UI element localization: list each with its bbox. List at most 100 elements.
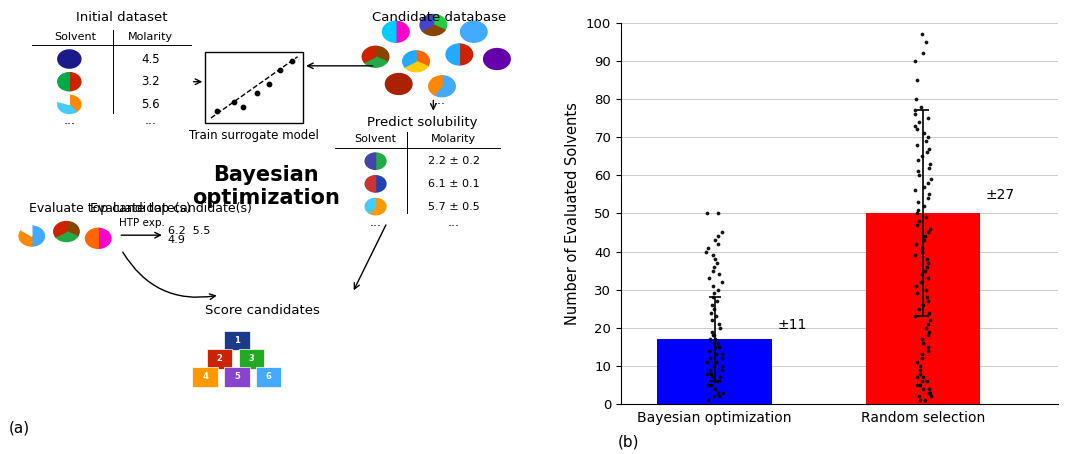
Point [914, 336, 931, 343]
Point [919, 347, 936, 354]
Point [908, 76, 926, 84]
Wedge shape [459, 44, 473, 65]
Point [711, 271, 728, 278]
Text: ...: ... [369, 216, 381, 229]
Point [912, 366, 929, 373]
Point [907, 282, 924, 290]
Point [705, 340, 723, 347]
Point [919, 343, 936, 350]
Point [283, 58, 300, 65]
Text: 2.2 ± 0.2: 2.2 ± 0.2 [428, 156, 480, 166]
Point [704, 374, 721, 381]
Wedge shape [58, 102, 76, 114]
Wedge shape [434, 76, 456, 97]
Text: 4.9: 4.9 [167, 235, 186, 245]
Point [919, 275, 936, 282]
Point [912, 381, 929, 389]
Point [713, 362, 730, 370]
Text: ±27: ±27 [986, 188, 1014, 202]
Wedge shape [85, 228, 98, 248]
Point [906, 107, 923, 114]
Point [909, 206, 927, 213]
Bar [658, 339, 772, 404]
Point [908, 381, 926, 389]
Point [912, 362, 929, 370]
Point [699, 397, 716, 404]
Wedge shape [416, 51, 430, 66]
Point [917, 137, 934, 144]
Wedge shape [484, 49, 510, 69]
Point [705, 305, 723, 312]
Text: ±11: ±11 [778, 318, 807, 331]
Wedge shape [69, 95, 81, 112]
Text: 1: 1 [234, 336, 240, 345]
Point [920, 229, 937, 236]
Point [271, 67, 288, 74]
Point [711, 393, 728, 400]
Point [714, 389, 731, 396]
Point [921, 328, 939, 335]
Point [906, 57, 923, 64]
Point [907, 240, 924, 247]
Text: Molarity: Molarity [127, 32, 173, 42]
Point [706, 385, 724, 392]
Point [908, 210, 926, 217]
Wedge shape [31, 226, 44, 246]
Point [714, 355, 731, 362]
Wedge shape [395, 21, 409, 42]
Point [713, 351, 730, 358]
Wedge shape [403, 51, 416, 67]
Point [908, 359, 926, 366]
Point [699, 381, 716, 389]
Point [705, 263, 723, 271]
Point [706, 256, 724, 263]
Point [920, 164, 937, 171]
Point [704, 294, 721, 301]
Text: Candidate database: Candidate database [372, 11, 507, 25]
FancyBboxPatch shape [239, 349, 264, 369]
FancyBboxPatch shape [207, 349, 232, 369]
Wedge shape [56, 232, 78, 242]
Point [922, 175, 940, 183]
Point [920, 385, 937, 392]
Point [704, 332, 721, 339]
Point [710, 389, 727, 396]
Wedge shape [446, 44, 459, 65]
Point [912, 397, 929, 404]
Point [908, 221, 926, 228]
Point [707, 351, 725, 358]
Point [704, 252, 721, 259]
Point [703, 316, 720, 324]
Point [914, 153, 931, 160]
Point [914, 301, 931, 309]
Point [922, 393, 940, 400]
Point [920, 145, 937, 152]
Point [915, 49, 932, 57]
Point [918, 294, 935, 301]
Point [906, 187, 923, 194]
Point [705, 332, 723, 339]
Point [701, 366, 718, 373]
Point [704, 301, 721, 309]
Point [914, 378, 931, 385]
Point [918, 263, 935, 271]
Point [916, 202, 933, 209]
Point [712, 324, 729, 331]
Wedge shape [69, 73, 81, 91]
Wedge shape [54, 222, 67, 237]
Wedge shape [376, 176, 386, 192]
Point [920, 389, 937, 396]
Wedge shape [364, 57, 388, 67]
Text: Molarity: Molarity [431, 134, 476, 144]
Point [921, 225, 939, 232]
Point [705, 362, 723, 370]
Point [914, 30, 931, 38]
Y-axis label: Number of Evaluated Solvents: Number of Evaluated Solvents [566, 102, 580, 325]
Text: 3.2: 3.2 [140, 75, 160, 88]
Point [708, 340, 726, 347]
Wedge shape [420, 15, 433, 30]
Text: Score candidates: Score candidates [205, 304, 321, 317]
Point [711, 374, 728, 381]
Point [908, 126, 926, 133]
Point [698, 359, 715, 366]
